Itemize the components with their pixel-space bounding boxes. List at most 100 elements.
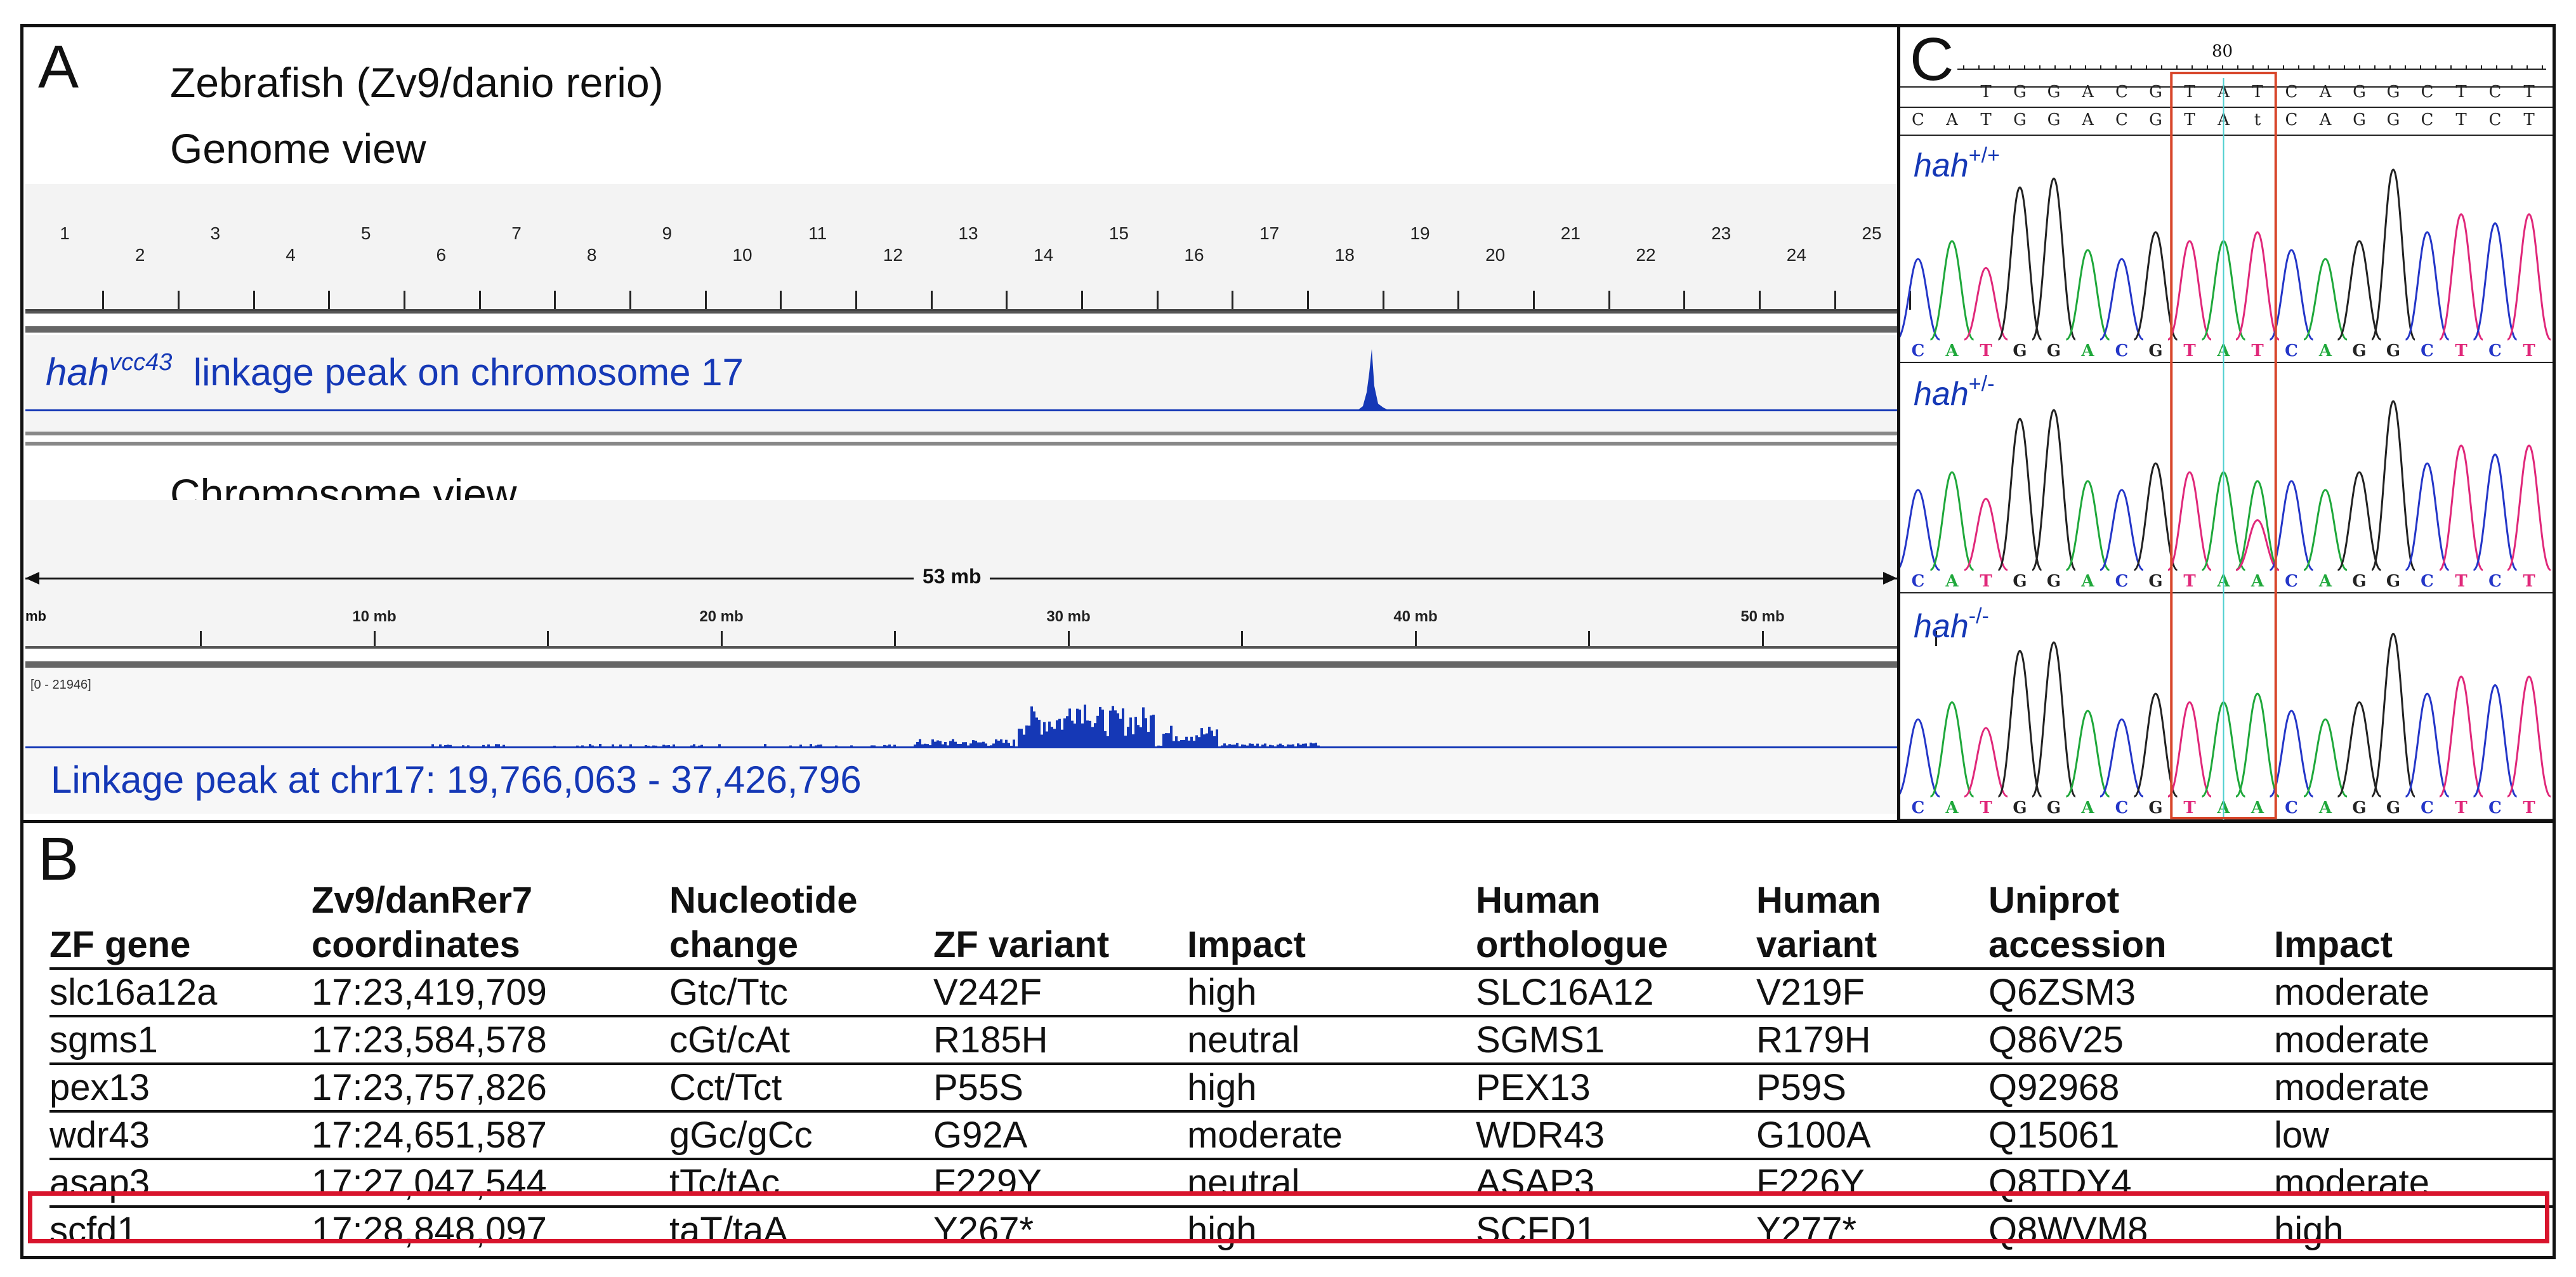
linkage-bar <box>980 742 982 746</box>
trace-peak <box>2100 718 2144 798</box>
scale-label: 10 mb <box>352 608 397 625</box>
chromosome-label: 16 <box>1184 245 1204 265</box>
reference-base: G <box>2387 110 2400 129</box>
chromosome-label: 3 <box>210 223 221 243</box>
linkage-bar <box>916 741 919 746</box>
trace-peak <box>2167 240 2212 341</box>
cell-human-variant: F226Y <box>1756 1158 1988 1207</box>
header-line: Uniprot <box>1988 880 2120 921</box>
linkage-bar <box>1162 734 1165 746</box>
cell-nucleotide-change: taT/taA <box>669 1205 933 1253</box>
linkage-bar <box>1104 731 1107 746</box>
header-line: orthologue <box>1476 924 1668 965</box>
linkage-bar <box>1038 720 1041 746</box>
base-call: G <box>2148 572 2162 591</box>
linkage-bar <box>1051 727 1053 746</box>
trace-peak <box>2167 471 2212 571</box>
chromosome-label: 14 <box>1034 245 1054 265</box>
trace-peak <box>1900 489 1940 571</box>
cell-zf-impact: high <box>1187 1062 1476 1111</box>
table-row: sgms1 17:23,584,578 cGt/cAt R185H neutral SGM… <box>49 1015 2553 1064</box>
linkage-bar <box>1251 743 1254 746</box>
linkage-bar <box>764 744 766 746</box>
reference-base: t <box>2254 110 2261 129</box>
reference-base: G <box>2047 83 2061 102</box>
cell-coordinates: 17:23,584,578 <box>312 1015 669 1064</box>
table-row-highlighted: scfd1 17:28,848,097 taT/taA Y267* high SCFD1 Y… <box>49 1205 2553 1253</box>
linkage-bar <box>1076 708 1079 746</box>
trace-label-mut-gene: hah <box>1914 608 1969 645</box>
base-call: C <box>1912 572 1925 591</box>
cell-coordinates: 17:27,047,544 <box>312 1158 669 1207</box>
linkage-bar <box>1117 713 1119 746</box>
linkage-bar <box>1101 710 1104 746</box>
linkage-bar <box>1173 741 1175 746</box>
linkage-bar <box>1208 727 1211 746</box>
chromosome-scale-bar <box>25 646 1897 668</box>
linkage-bar <box>503 744 505 746</box>
linkage-bar <box>957 743 959 746</box>
header-zf-impact: Impact <box>1187 878 1476 970</box>
base-call: A <box>1945 798 1959 817</box>
linkage-bar <box>1035 717 1038 746</box>
cell-zf-gene: wdr43 <box>49 1110 312 1159</box>
linkage-bar <box>1005 739 1008 746</box>
genome-ruler-gap <box>25 311 1897 333</box>
linkage-bar <box>936 740 939 746</box>
trace-peak <box>2031 641 2077 798</box>
linkage-bar <box>1223 743 1226 746</box>
linkage-bar <box>467 745 470 746</box>
header-line: Nucleotide <box>669 880 858 921</box>
base-call: A <box>1945 572 1959 591</box>
cell-human-impact: high <box>2274 1205 2553 1253</box>
trace-peak <box>2473 684 2518 798</box>
linkage-bar <box>1165 733 1167 746</box>
linkage-bar <box>1150 715 1152 746</box>
base-call: G <box>2013 341 2027 361</box>
cell-zf-variant: Y267* <box>933 1205 1187 1253</box>
cell-human-impact: low <box>2274 1110 2553 1159</box>
linkage-bar <box>929 745 931 746</box>
linkage-bar <box>1048 721 1051 746</box>
linkage-bar <box>1033 711 1035 746</box>
trace-peak <box>1900 718 1940 798</box>
chromosome-label: 22 <box>1636 245 1656 265</box>
linkage-bar <box>997 740 1000 746</box>
chromosome-label: 20 <box>1485 245 1506 265</box>
linkage-bar <box>1068 708 1071 746</box>
reference-base: G <box>2013 83 2027 102</box>
linkage-bar <box>439 744 442 746</box>
trace-label-het-genotype: +/- <box>1968 372 1995 396</box>
base-call: T <box>2455 572 2468 591</box>
chromosome-label: 6 <box>436 245 447 265</box>
reference-base: T <box>1980 110 1992 129</box>
linkage-bar <box>1079 709 1081 746</box>
base-call: A <box>2318 341 2332 361</box>
linkage-label-text: linkage peak on chromosome 17 <box>193 351 744 394</box>
header-line: Impact <box>2274 924 2393 965</box>
position-label: 80 <box>2212 42 2233 61</box>
chromosome-tick <box>704 291 707 310</box>
reference-base: C <box>2421 110 2434 129</box>
linkage-bar <box>1099 706 1101 746</box>
header-line: variant <box>1756 924 1877 965</box>
linkage-bar <box>893 744 896 746</box>
base-call: G <box>2352 341 2366 361</box>
cell-zf-impact: neutral <box>1187 1015 1476 1064</box>
cell-nucleotide-change: Gtc/Ttc <box>669 967 933 1016</box>
linkage-bar <box>1200 728 1203 746</box>
genome-ruler-track <box>25 184 1897 311</box>
trace-peak <box>2167 701 2212 798</box>
linkage-bar <box>952 739 954 746</box>
chromosome-linkage-baseline <box>25 746 1897 748</box>
base-call: C <box>1912 798 1925 817</box>
linkage-bar <box>942 744 944 746</box>
base-call: A <box>2080 798 2094 817</box>
base-call: A <box>2080 341 2094 361</box>
linkage-bar <box>667 745 670 746</box>
linkage-bar <box>1244 744 1246 746</box>
trace-peak <box>2303 718 2348 798</box>
genome-ruler: 1 2 3 4 5 6 7 8 9 10 11 12 13 14 15 16 17 18 19 20 21 22 23 24 2… <box>25 184 1912 311</box>
linkage-bar <box>1145 718 1147 746</box>
linkage-bar <box>1030 706 1033 746</box>
